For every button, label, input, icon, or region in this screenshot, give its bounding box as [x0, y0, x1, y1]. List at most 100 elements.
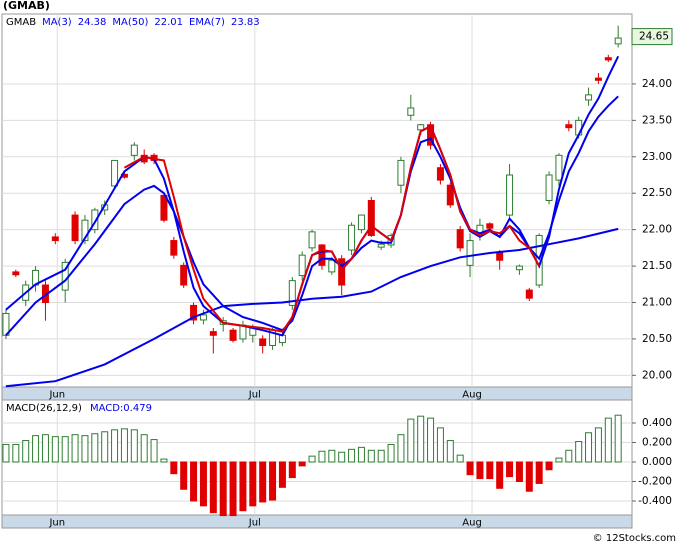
legend-label: MA(50)	[112, 17, 148, 28]
macd-bar	[180, 461, 188, 490]
x-tick-label: Aug	[462, 390, 482, 401]
macd-bar	[565, 449, 573, 463]
candle-body	[111, 159, 119, 187]
macd-legend: MACD:0.479	[90, 403, 152, 414]
x-tick-label: Jun	[48, 518, 65, 529]
candle-body	[170, 240, 178, 256]
macd-bar	[130, 429, 138, 463]
y-tick-label: 23.50	[642, 114, 672, 126]
legend-label: EMA(7)	[189, 17, 225, 28]
candle-body	[555, 154, 563, 181]
candle-body	[604, 57, 612, 61]
candle-body	[525, 289, 533, 299]
macd-bar	[41, 434, 49, 463]
macd-bar	[407, 418, 415, 463]
y-tick-label: 21.00	[642, 296, 672, 308]
macd-bar	[436, 427, 444, 463]
candle-body	[377, 243, 385, 248]
macd-bar	[190, 461, 198, 502]
macd-bar	[229, 461, 237, 517]
candle-body	[91, 209, 99, 231]
candle-body	[308, 231, 316, 249]
y-tick-label: 0.200	[642, 436, 672, 448]
macd-bar	[535, 461, 543, 484]
macd-bar	[387, 443, 395, 463]
candle-body	[486, 223, 494, 229]
candle-body	[51, 236, 59, 242]
candle-body	[367, 200, 375, 236]
macd-bar	[101, 431, 109, 463]
macd-bar	[71, 434, 79, 463]
chart-title: (GMAB)	[3, 0, 50, 12]
macd-bar	[348, 448, 356, 463]
macd-bar	[506, 461, 514, 478]
candle-body	[506, 174, 514, 216]
macd-bar	[209, 461, 217, 514]
macd-bar	[170, 461, 178, 475]
macd-bar	[32, 435, 40, 463]
candle-body	[12, 271, 20, 276]
candle-body	[338, 258, 346, 286]
macd-bar	[111, 429, 119, 463]
macd-bar	[377, 449, 385, 463]
candle-body	[81, 219, 89, 242]
macd-bar	[22, 440, 30, 463]
macd-bar	[308, 455, 316, 463]
price-tag	[631, 28, 673, 46]
macd-bar	[446, 440, 454, 463]
month-band	[1, 514, 633, 529]
macd-bar	[604, 417, 612, 463]
candle-body	[209, 331, 217, 336]
macd-bar	[328, 449, 336, 463]
candle-body	[545, 174, 553, 201]
line-series	[5, 227, 619, 388]
candle-body	[496, 251, 504, 261]
price-tag-label: 24.65	[639, 31, 669, 43]
macd-bar	[51, 436, 59, 463]
macd-bar	[525, 461, 533, 492]
line-series	[5, 95, 619, 336]
y-tick-label: 20.50	[642, 333, 672, 345]
macd-bar	[417, 415, 425, 463]
candle-body	[348, 224, 356, 251]
macd-bar	[278, 461, 286, 488]
macd-bar	[594, 427, 602, 463]
candle-body	[357, 214, 365, 231]
candle-body	[446, 184, 454, 206]
y-tick-label: 22.00	[642, 224, 672, 236]
x-tick-label: Aug	[462, 518, 482, 529]
macd-bar	[160, 458, 168, 463]
macd-bar	[318, 450, 326, 463]
candle-body	[515, 265, 523, 271]
macd-bar	[486, 461, 494, 480]
macd-bar	[269, 461, 277, 501]
candle-body	[180, 264, 188, 286]
macd-bar	[585, 432, 593, 463]
candle-body	[229, 329, 237, 341]
macd-bar	[515, 461, 523, 482]
macd-bar	[259, 461, 267, 503]
y-tick-label: -0.400	[638, 495, 672, 507]
candle-body	[328, 259, 336, 273]
x-tick-label: Jul	[248, 390, 261, 401]
candle-body	[298, 254, 306, 277]
y-tick-label: 22.50	[642, 187, 672, 199]
x-tick-label: Jun	[48, 390, 65, 401]
plot-area	[1, 13, 633, 388]
macd-bar	[367, 449, 375, 463]
macd-bar	[476, 461, 484, 480]
candle-body	[417, 124, 425, 131]
candle-body	[456, 229, 464, 249]
macd-bar	[199, 461, 207, 507]
candle-body	[614, 37, 622, 45]
macd-bar	[2, 443, 10, 463]
macd-bar	[357, 446, 365, 463]
candle-body	[466, 240, 474, 266]
legend-value: 23.83	[231, 17, 260, 28]
x-tick-label: Jul	[248, 518, 261, 529]
macd-legend: MACD(26,12,9)	[6, 403, 82, 414]
macd-bar	[61, 436, 69, 463]
y-tick-label: 0.400	[642, 417, 672, 429]
macd-bar	[140, 434, 148, 463]
macd-bar	[427, 417, 435, 463]
